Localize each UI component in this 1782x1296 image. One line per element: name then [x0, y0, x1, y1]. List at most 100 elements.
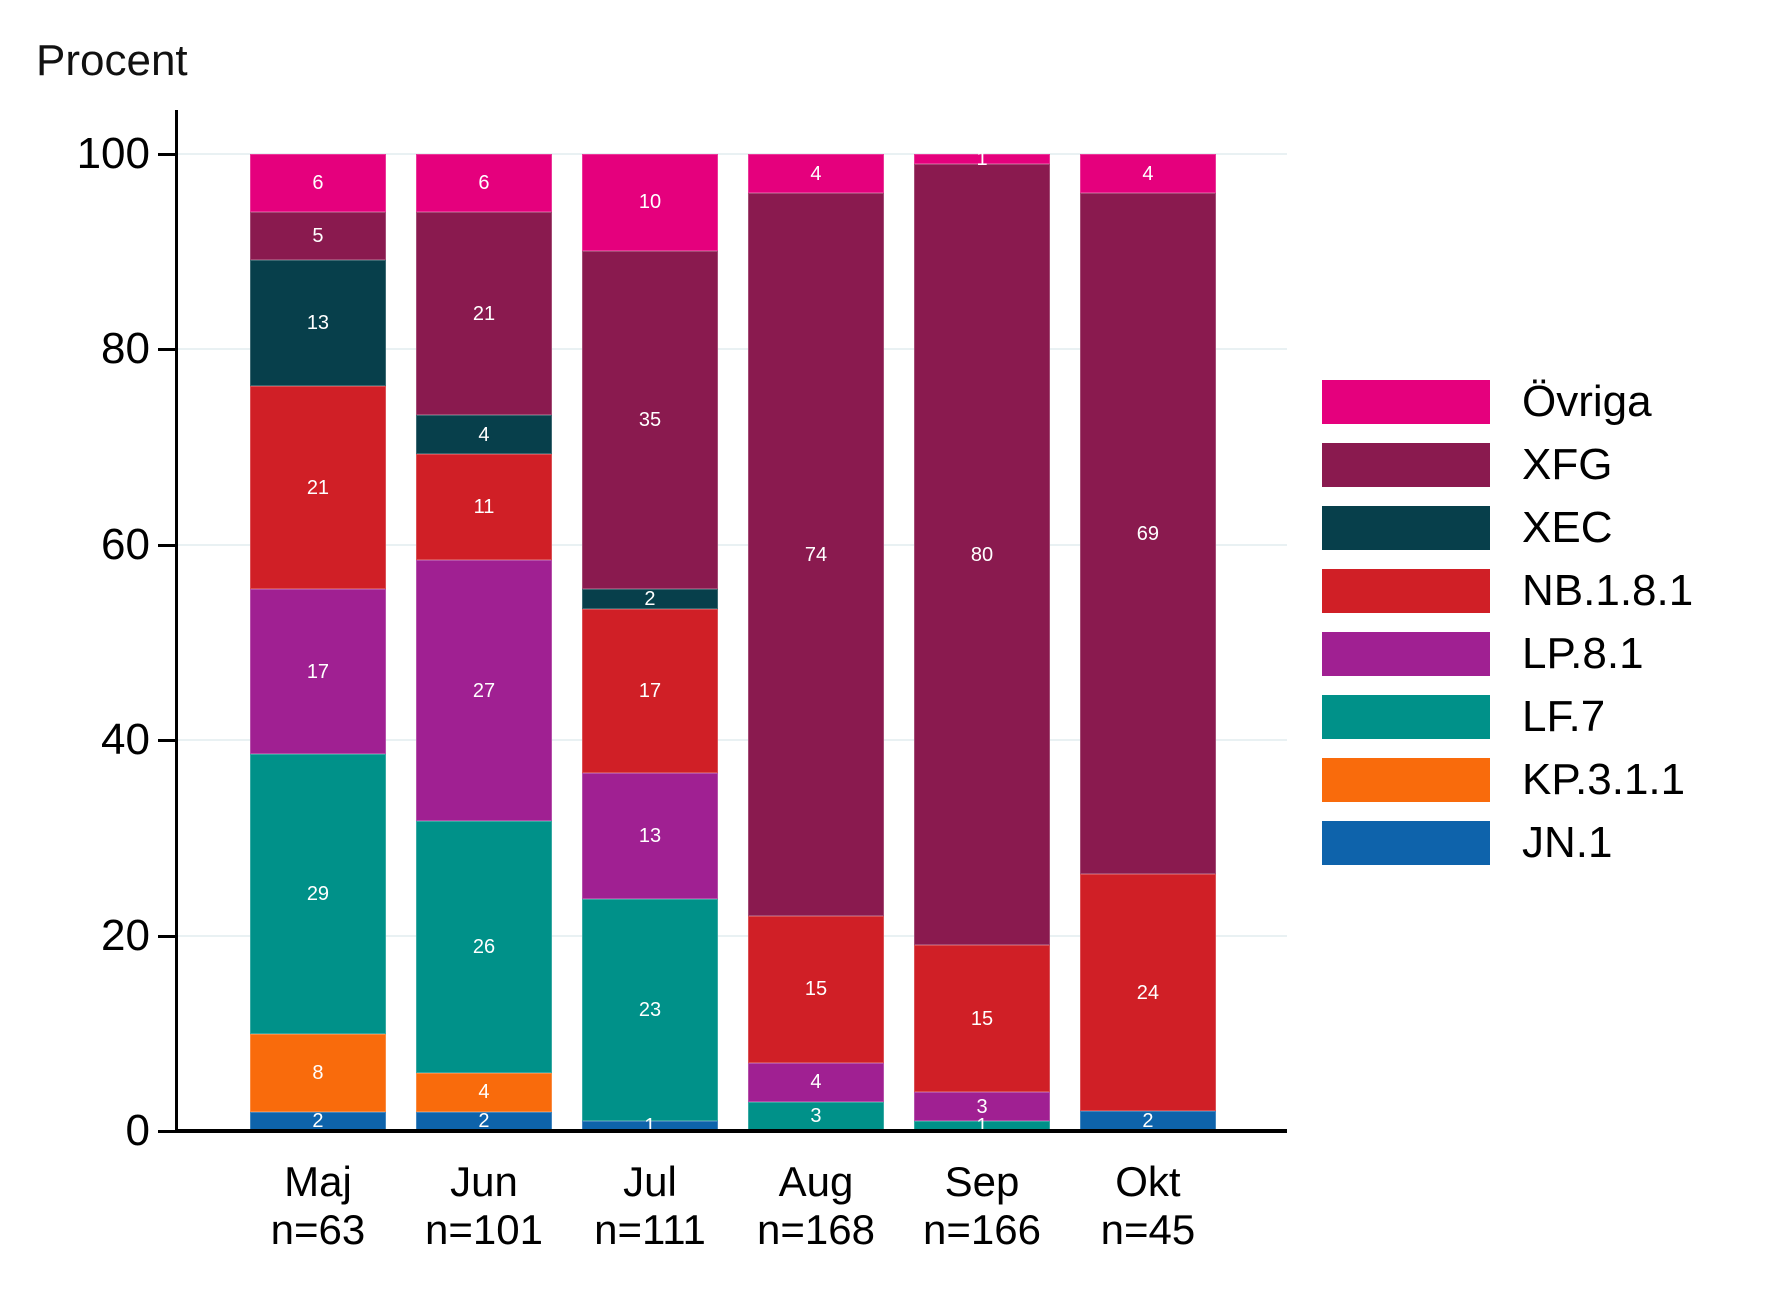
legend-swatch-jn-1	[1322, 821, 1490, 865]
legend-swatch-nb-1-8-1	[1322, 569, 1490, 613]
bar-segment-xfg-sep: 80	[914, 163, 1050, 946]
x-axis-line	[175, 1129, 1287, 1133]
bar-segment-value: 2	[478, 1110, 490, 1133]
bar-segment-value: 3	[810, 1105, 822, 1128]
bar-segment-lf-7-jun: 26	[415, 821, 552, 1073]
bar-segment-lp-8-1-sep: 3	[914, 1091, 1050, 1122]
x-axis-label-okt: Okt n=45	[1028, 1158, 1268, 1254]
bar-segment-value: 1	[644, 1115, 656, 1138]
y-axis-tick-label-0: 0	[125, 1106, 150, 1155]
bar-segment-value: 15	[804, 978, 828, 1001]
x-axis-sample-size: n=101	[424, 1206, 543, 1253]
bar-segment-value: 3	[976, 1095, 988, 1118]
bar-jun: 2 4 26 27 11 4 21 6	[415, 154, 552, 1133]
x-axis-label-jul: Jul n=111	[530, 1158, 770, 1254]
bar-segment-xec-jul: 2	[582, 589, 718, 609]
legend-item-xec: XEC	[1322, 503, 1693, 552]
legend-item-kp-3-1-1: KP.3.1.1	[1322, 755, 1693, 804]
legend-item-jn-1: JN.1	[1322, 818, 1693, 867]
bar-segment-kp-3-1-1-jun: 4	[415, 1072, 552, 1112]
gridline-20	[178, 934, 1287, 937]
bar-segment-value: 26	[472, 936, 496, 959]
y-axis-tick-80	[158, 348, 176, 352]
bar-segment-vriga-maj: 6	[249, 154, 386, 213]
x-axis-month: Okt	[1115, 1158, 1181, 1205]
plot-area: 2 8 29 17 21 13 5 6 2 4 26 27 11 4 21 6 1 23 13 17 2 35 10 3 4 15…	[178, 149, 1287, 1136]
bar-segment-value: 4	[1142, 162, 1154, 185]
x-axis-label-sep: Sep n=166	[862, 1158, 1102, 1254]
bar-segment-value: 1	[976, 1115, 988, 1138]
bar-segment-lf-7-aug: 3	[748, 1101, 884, 1131]
bar-segment-value: 8	[312, 1061, 324, 1084]
bar-segment-xfg-jul: 35	[582, 250, 718, 590]
bar-jul: 1 23 13 17 2 35 10	[582, 154, 718, 1136]
y-axis-tick-40	[158, 739, 176, 743]
legend: Övriga XFG XEC NB.1.8.1 LP.8.1 LF.7 KP.3.1.1 JN…	[1322, 377, 1694, 884]
bar-segment-lp-8-1-aug: 4	[748, 1062, 884, 1102]
y-axis-tick-label-40: 40	[101, 715, 150, 765]
y-axis-tick-20	[158, 934, 176, 938]
bar-segment-lf-7-maj: 29	[249, 753, 386, 1035]
bar-segment-value: 4	[478, 423, 490, 446]
bar-segment-vriga-okt: 4	[1079, 154, 1216, 194]
bar-segment-nb-1-8-1-jul: 17	[582, 608, 718, 774]
bar-okt: 2 24 69 4	[1079, 154, 1216, 1133]
legend-label-xec: XEC	[1522, 503, 1613, 552]
bar-segment-value: 23	[638, 999, 662, 1022]
bar-segment-value: 24	[1136, 981, 1160, 1004]
y-axis-tick-0	[158, 1130, 176, 1133]
bar-segment-xec-jun: 4	[415, 415, 552, 454]
bar-segment-value: 80	[970, 543, 994, 566]
bar-segment-value: 17	[306, 660, 330, 683]
bar-segment-value: 35	[638, 409, 662, 432]
legend-label-lp-8-1: LP.8.1	[1522, 629, 1644, 678]
legend-item-nb-1-8-1: NB.1.8.1	[1322, 566, 1694, 615]
bar-segment-value: 13	[638, 824, 662, 847]
y-axis-tick-label-60: 60	[101, 519, 150, 569]
bar-segment-nb-1-8-1-maj: 21	[249, 386, 386, 590]
y-axis-tick-label-100: 100	[76, 129, 150, 178]
bar-segment-value: 4	[810, 162, 822, 185]
x-axis-month: Jul	[623, 1158, 677, 1205]
legend-swatch-lf-7	[1322, 695, 1490, 739]
bar-segment-vriga-jun: 6	[415, 154, 552, 213]
bar-segment-value: 15	[970, 1007, 994, 1030]
bar-segment-nb-1-8-1-aug: 15	[748, 916, 884, 1063]
legend-label-jn-1: JN.1	[1522, 818, 1613, 867]
bar-segment-value: 21	[306, 476, 330, 499]
x-axis-sample-size: n=111	[594, 1206, 706, 1253]
x-axis-label-maj: Maj n=63	[198, 1158, 438, 1254]
bar-segment-xfg-aug: 74	[748, 193, 884, 917]
bar-segment-vriga-jul: 10	[582, 154, 718, 251]
gridline-80	[178, 348, 1287, 351]
bar-segment-lf-7-jul: 23	[582, 898, 718, 1122]
x-axis-month: Jun	[450, 1158, 518, 1205]
y-axis-tick-label-80: 80	[101, 324, 150, 374]
bar-segment-value: 74	[804, 543, 828, 566]
bar-segment-value: 2	[1142, 1110, 1154, 1133]
y-axis-tick-100	[158, 153, 176, 156]
bar-segment-value: 4	[478, 1081, 490, 1104]
x-axis-label-jun: Jun n=101	[364, 1158, 604, 1254]
bar-segment-nb-1-8-1-jun: 11	[415, 453, 552, 561]
bar-segment-kp-3-1-1-maj: 8	[249, 1034, 386, 1112]
legend-label-nb-1-8-1: NB.1.8.1	[1522, 566, 1694, 615]
x-axis-sample-size: n=166	[923, 1206, 1041, 1253]
x-axis-sample-size: n=45	[1100, 1206, 1196, 1253]
bar-segment-vriga-sep: 1	[914, 149, 1050, 169]
bar-segment-xfg-maj: 5	[249, 212, 386, 261]
bar-segment-value: 4	[810, 1071, 822, 1094]
y-axis-line	[175, 110, 178, 1133]
bar-segment-lp-8-1-jun: 27	[415, 560, 552, 822]
legend-label-lf-7: LF.7	[1522, 692, 1606, 741]
bar-segment-lp-8-1-maj: 17	[249, 589, 386, 754]
bar-segment-value: 6	[478, 172, 490, 195]
legend-label-kp-3-1-1: KP.3.1.1	[1522, 755, 1686, 804]
bar-segment-nb-1-8-1-sep: 15	[914, 945, 1050, 1092]
gridline-60	[178, 543, 1287, 546]
legend-swatch-vriga	[1322, 380, 1490, 424]
bar-segment-value: 27	[472, 679, 496, 702]
x-axis-month: Aug	[778, 1158, 854, 1205]
bar-segment-xfg-okt: 69	[1079, 193, 1216, 875]
bar-segment-value: 13	[306, 312, 330, 335]
